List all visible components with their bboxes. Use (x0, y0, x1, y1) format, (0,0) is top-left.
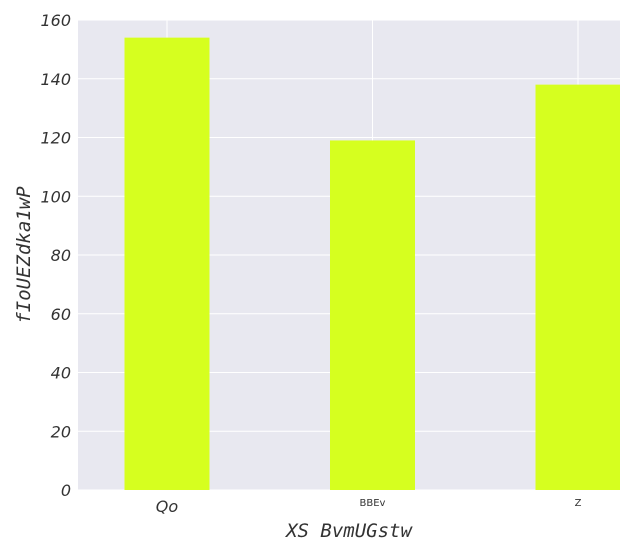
y-tick-label: 120 (40, 129, 71, 148)
bar-bbev (330, 140, 415, 490)
y-tick-label: 100 (40, 187, 71, 206)
y-tick-label: 80 (51, 246, 71, 265)
y-tick-label: 160 (40, 11, 71, 30)
bar-qo (124, 37, 210, 490)
bars (124, 37, 620, 490)
x-tick-label: Z (575, 498, 582, 509)
y-tick-label: 40 (51, 364, 71, 383)
y-tick-label: 0 (61, 481, 71, 500)
x-axis-label: XS BvmUGstw (284, 520, 413, 542)
bar-z (535, 84, 620, 490)
y-tick-label: 60 (51, 305, 71, 324)
x-tick-label: BBEv (360, 498, 386, 509)
y-tick-label: 140 (40, 70, 71, 89)
y-axis-label: fIoUEZdka1wP (13, 186, 35, 324)
x-axis-ticks: Qo BBEv Z (156, 497, 582, 516)
y-axis-ticks: 0 20 40 60 80 100 120 140 160 (40, 11, 71, 500)
x-tick-label: Qo (156, 497, 179, 516)
y-tick-label: 20 (51, 422, 71, 441)
